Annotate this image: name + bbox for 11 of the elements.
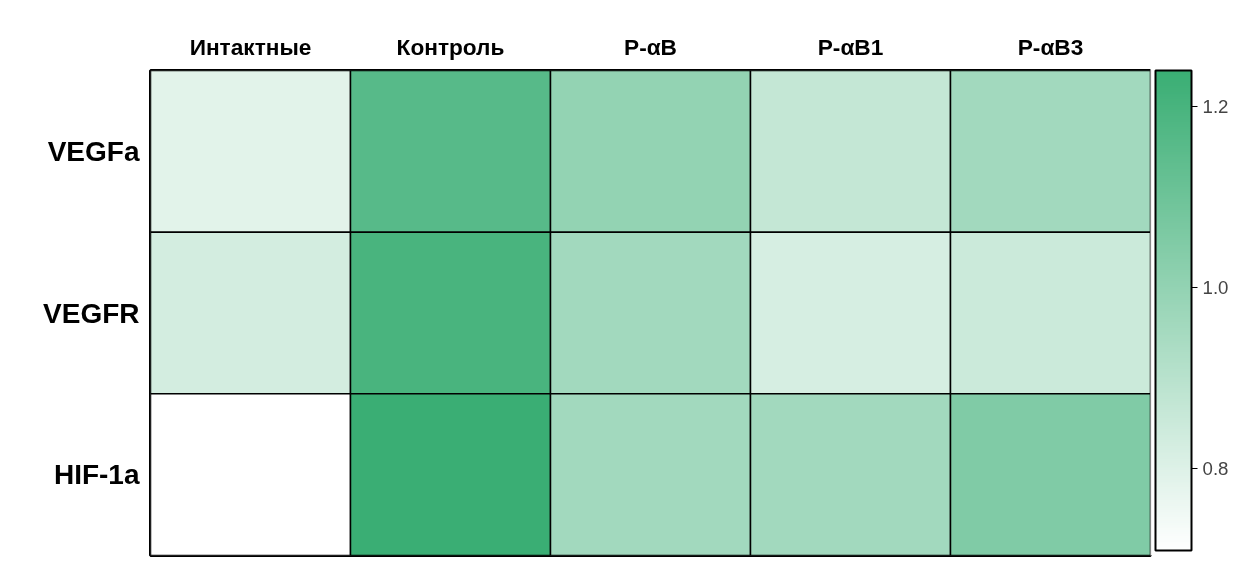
y-tick-label: VEGFa	[47, 135, 140, 167]
x-tick-label: P-αB3	[1017, 33, 1084, 60]
color-bar-label: 1.0	[1202, 277, 1229, 299]
color-bar-label: 0.8	[1202, 458, 1229, 480]
x-tick-label: P-αB1	[817, 33, 884, 60]
y-tick-label: HIF-1a	[53, 459, 140, 491]
x-tick-label: Контроль	[396, 33, 505, 60]
color-bar-label: 1.2	[1202, 96, 1229, 118]
x-tick-label: P-αB	[624, 33, 677, 60]
y-tick-label: VEGFR	[43, 297, 140, 329]
x-tick-label: Интактные	[189, 33, 312, 60]
